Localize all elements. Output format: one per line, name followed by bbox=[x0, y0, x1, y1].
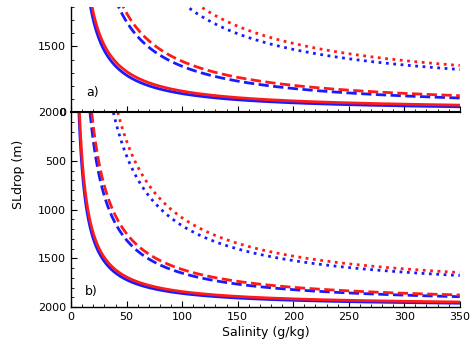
Text: a): a) bbox=[87, 86, 99, 99]
Text: SLdrop (m): SLdrop (m) bbox=[12, 140, 26, 209]
Text: b): b) bbox=[85, 285, 98, 298]
X-axis label: Salinity (g/kg): Salinity (g/kg) bbox=[222, 326, 309, 339]
